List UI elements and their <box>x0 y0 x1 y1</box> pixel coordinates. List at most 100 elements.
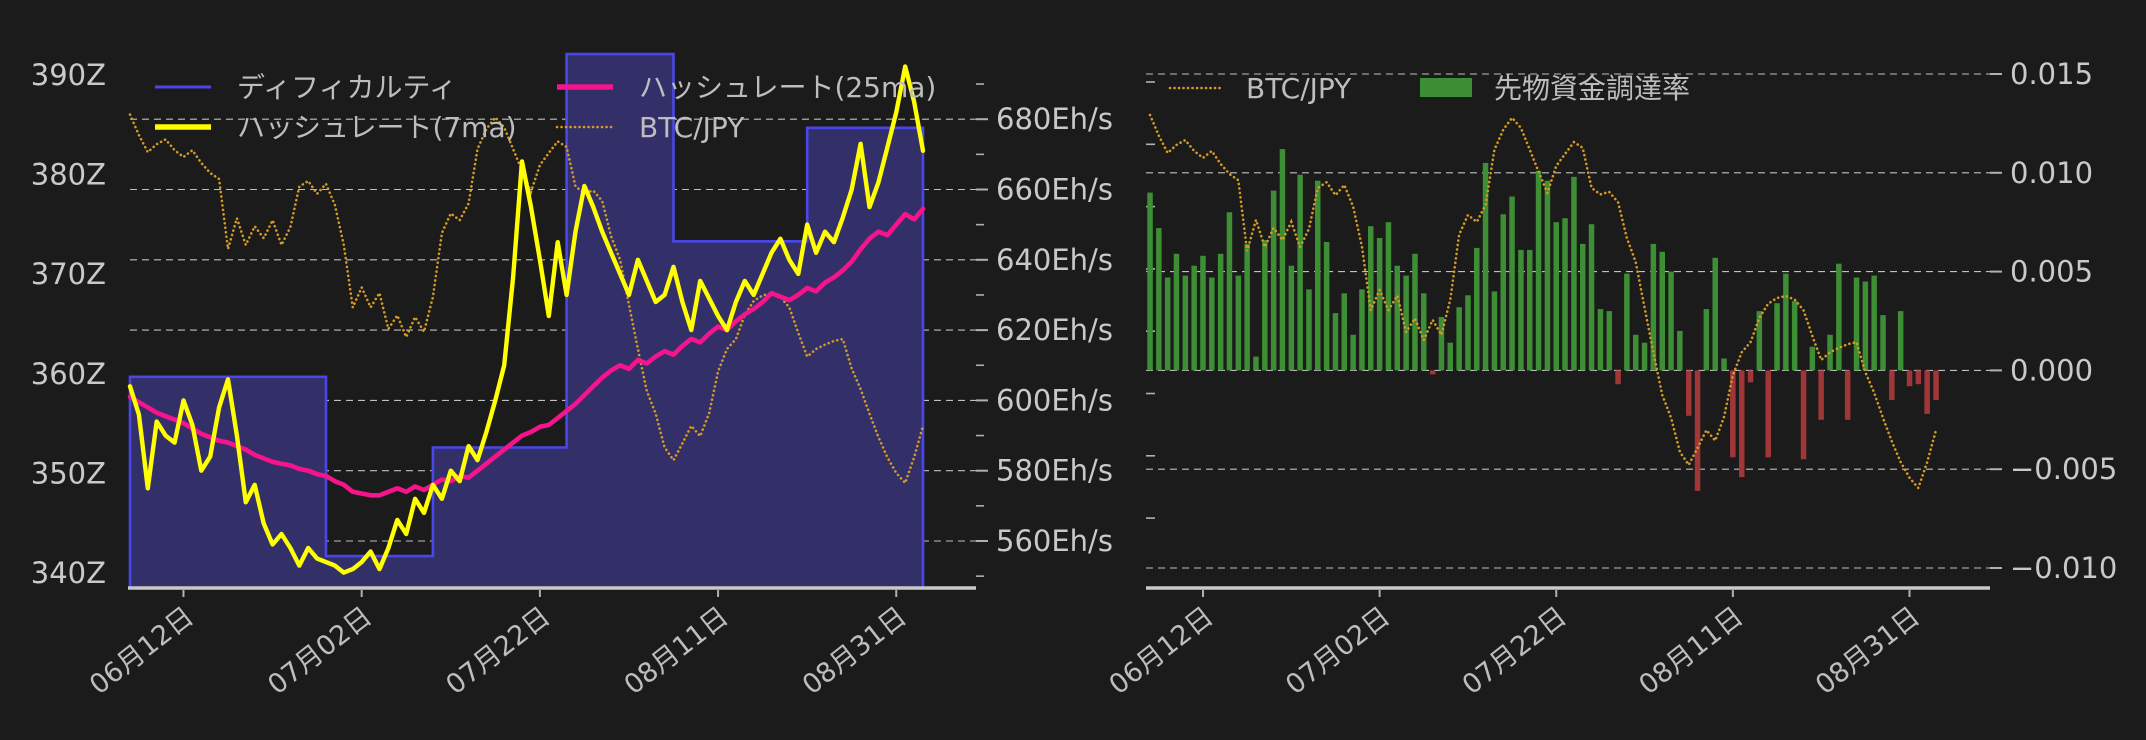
funding-bar <box>1677 330 1683 371</box>
funding-bar <box>1747 370 1754 383</box>
x-axis-date-label: 08月31日 <box>1810 601 1926 701</box>
funding-bar <box>1456 307 1462 371</box>
funding-bar <box>1809 346 1816 371</box>
y-right-axis-label: 660Eh/s <box>996 173 1113 207</box>
funding-bar <box>1279 149 1286 371</box>
funding-bar <box>1800 370 1807 460</box>
funding-bar <box>1209 277 1215 371</box>
funding-bar <box>1721 358 1727 371</box>
funding-bar <box>1182 275 1189 371</box>
funding-bar <box>1270 190 1277 371</box>
x-axis-date-label: 06月12日 <box>1104 601 1220 701</box>
btcjpy-line <box>1148 113 1938 491</box>
funding-bar <box>1774 303 1780 371</box>
funding-bar <box>1156 228 1162 371</box>
y-right-axis-label: 620Eh/s <box>996 313 1113 347</box>
funding-bar <box>1703 309 1710 371</box>
funding-bar <box>1147 192 1153 371</box>
funding-bar <box>1394 265 1400 371</box>
funding-bar <box>1341 293 1347 371</box>
funding-bar <box>1217 253 1224 371</box>
funding-bar <box>1474 247 1480 371</box>
funding-bar <box>1783 273 1789 371</box>
funding-bar <box>1836 263 1842 371</box>
funding-bar <box>1924 370 1930 414</box>
funding-bar <box>1571 176 1577 371</box>
difficulty-area <box>130 54 923 589</box>
x-axis-date-label: 08月31日 <box>797 601 913 701</box>
funding-bar <box>1765 370 1771 458</box>
funding-bar <box>1756 311 1763 371</box>
legend-label: 先物資金調達率 <box>1494 72 1690 105</box>
funding-bar <box>1421 293 1427 371</box>
y-left-axis-label: 360Z <box>31 357 106 391</box>
y-left-axis-label: 350Z <box>31 456 106 490</box>
difficulty-line <box>128 52 925 590</box>
funding-bar <box>1359 289 1365 371</box>
x-axis-date-label: 08月11日 <box>619 601 735 701</box>
funding-bar <box>1447 342 1453 371</box>
x-axis-date-label: 08月11日 <box>1633 601 1749 701</box>
y-right-axis-label: −0.010 <box>2010 551 2117 585</box>
funding-bar <box>1580 243 1586 371</box>
y-left-axis-label: 340Z <box>31 556 106 590</box>
legend-label: ハッシュレート(25ma) <box>639 71 936 104</box>
funding-bar <box>1527 249 1533 371</box>
funding-bar <box>1482 162 1489 371</box>
y-right-axis-label: 600Eh/s <box>996 383 1113 417</box>
funding-bar <box>1906 370 1913 387</box>
funding-bar <box>1200 255 1206 371</box>
funding-bar <box>1624 273 1630 371</box>
funding-bar <box>1332 313 1339 371</box>
legend-label: BTC/JPY <box>1246 72 1352 105</box>
funding-bar <box>1164 277 1171 371</box>
funding-bar <box>1668 271 1674 371</box>
funding-bar <box>1491 291 1498 371</box>
funding-bar <box>1597 309 1604 371</box>
funding-bar <box>1288 265 1295 371</box>
legend-label: ハッシュレート(7ma) <box>237 111 517 144</box>
funding-bar <box>1588 224 1595 371</box>
x-axis-date-label: 07月02日 <box>262 601 378 701</box>
x-axis-date-label: 07月22日 <box>1457 601 1573 701</box>
hashrate-7ma-line <box>127 64 926 575</box>
y-right-axis-label: 0.005 <box>2010 255 2093 289</box>
y-right-axis-label: 680Eh/s <box>996 102 1113 136</box>
funding-bar <box>1465 295 1471 371</box>
y-right-axis-label: 0.000 <box>2010 353 2093 387</box>
funding-bar <box>1818 370 1824 420</box>
y-right-axis-label: 0.010 <box>2010 156 2093 190</box>
funding-bar <box>1633 334 1639 371</box>
legend-label: BTC/JPY <box>639 111 745 144</box>
funding-bar <box>1862 281 1869 371</box>
funding-bar <box>1791 301 1798 371</box>
funding-bar <box>1712 257 1718 371</box>
funding-bar <box>1403 275 1409 371</box>
y-right-axis-label: 560Eh/s <box>996 524 1113 558</box>
funding-bar <box>1191 265 1197 371</box>
funding-bar <box>1544 180 1551 371</box>
funding-bar <box>1429 370 1436 375</box>
difficulty-hashrate-chart: 680Eh/s 660Eh/s 640Eh/s 620Eh/s 600Eh/s 580Eh… <box>31 52 1113 701</box>
legend-sample-funding <box>1420 78 1472 97</box>
funding-rate-bars <box>1147 149 1939 491</box>
funding-bar <box>1253 356 1259 371</box>
funding-bar <box>1562 218 1568 371</box>
y-right-axis-label: 0.015 <box>2010 57 2093 91</box>
funding-bar <box>1535 170 1542 371</box>
funding-bar <box>1553 222 1559 371</box>
funding-bar <box>1915 370 1922 385</box>
funding-bar <box>1412 253 1418 371</box>
funding-bar <box>1438 317 1445 371</box>
funding-bar <box>1694 370 1701 491</box>
funding-rate-chart: 0.015 0.010 0.005 0.000 −0.005 −0.010 06月12日 07… <box>1104 57 2118 701</box>
funding-bar <box>1315 180 1321 371</box>
y-right-axis-label: −0.005 <box>2010 452 2117 486</box>
funding-bar <box>1880 315 1886 371</box>
funding-bar <box>1615 370 1621 385</box>
funding-bar <box>1235 275 1242 371</box>
funding-bar <box>1350 334 1356 371</box>
x-axis-date-label: 07月22日 <box>440 601 556 701</box>
